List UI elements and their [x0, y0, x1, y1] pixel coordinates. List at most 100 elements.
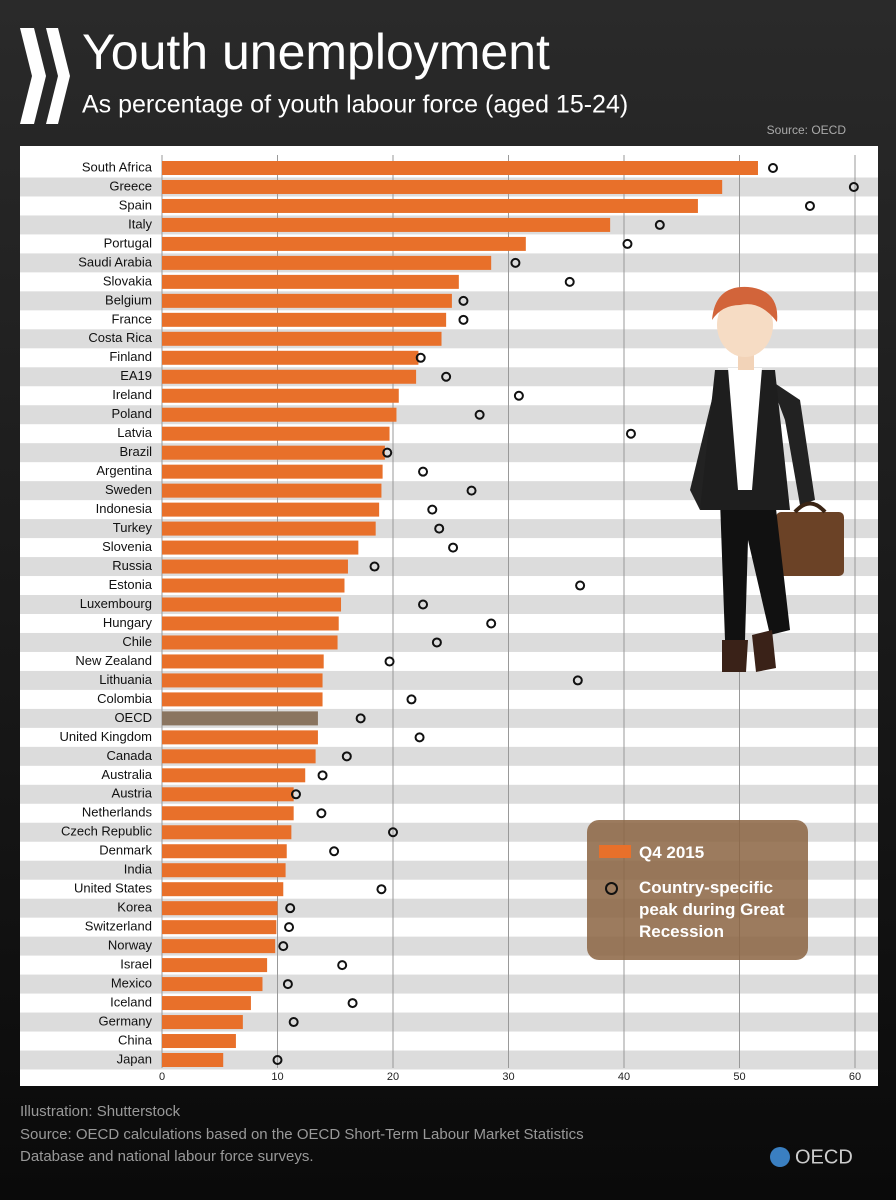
legend: Q4 2015 Country-specific peak during Gre…	[587, 820, 808, 960]
peak-marker	[414, 732, 425, 743]
x-tick-label: 0	[159, 1071, 165, 1083]
bar	[162, 502, 380, 517]
peak-marker	[458, 314, 469, 325]
legend-marker	[605, 882, 618, 895]
y-tick-label: Portugal	[104, 235, 153, 250]
peak-marker	[654, 219, 665, 230]
y-tick-label: Germany	[99, 1013, 153, 1028]
y-tick-label: Korea	[117, 900, 152, 915]
x-tick-label: 30	[502, 1071, 514, 1083]
bar	[162, 274, 459, 289]
legend-label: Country-specific peak during Great Reces…	[639, 878, 785, 941]
plot: 0 10 20 30 40 50 60 South Africa Greece Spain Ital…	[20, 155, 878, 1083]
peak-marker	[441, 371, 452, 382]
chart-title: Youth unemployment	[82, 24, 550, 80]
x-tick-label: 20	[387, 1071, 399, 1083]
peak-marker	[572, 675, 583, 686]
y-tick-label: Russia	[112, 558, 153, 573]
peak-marker	[434, 523, 445, 534]
bar	[162, 445, 385, 460]
bar	[162, 673, 323, 688]
x-tick-label: 40	[618, 1071, 630, 1083]
y-tick-label: Canada	[106, 748, 152, 763]
y-tick-label: Italy	[128, 216, 152, 231]
y-tick-label: Slovenia	[102, 539, 153, 554]
bar	[162, 787, 294, 802]
bar	[162, 464, 383, 479]
y-tick-label: Finland	[109, 349, 152, 364]
bar	[162, 730, 318, 745]
source: Source: OECD	[767, 123, 847, 137]
peak-marker	[767, 163, 778, 173]
peak-marker	[272, 1055, 283, 1065]
bar	[162, 198, 698, 213]
peak-marker	[448, 542, 459, 553]
peak-marker	[284, 922, 295, 933]
y-tick-label: Colombia	[97, 691, 153, 706]
y-tick-label: Slovakia	[103, 273, 153, 288]
y-tick-label: Sweden	[105, 482, 152, 497]
y-tick-label: Belgium	[105, 292, 152, 307]
peak-marker	[622, 238, 633, 249]
bar	[162, 920, 277, 935]
peak-marker	[575, 580, 586, 591]
y-tick-label: Greece	[109, 178, 152, 193]
y-tick-label: China	[118, 1032, 153, 1047]
bar	[162, 996, 251, 1011]
bar	[162, 939, 276, 954]
y-tick-label: Australia	[101, 767, 152, 782]
peak-marker	[474, 409, 485, 420]
y-tick-label: Norway	[108, 938, 153, 953]
bar	[162, 1034, 236, 1049]
y-tick-label: Japan	[117, 1051, 152, 1066]
bar	[162, 1053, 224, 1067]
legend-label: Q4 2015	[639, 843, 705, 862]
peak-marker	[625, 428, 636, 439]
bar	[162, 483, 382, 498]
peak-marker	[486, 618, 497, 629]
x-tick-label: 50	[733, 1071, 745, 1083]
bar	[162, 977, 263, 992]
bar	[162, 768, 306, 783]
peak-marker	[376, 884, 387, 895]
bar	[162, 559, 348, 574]
footer-line: Database and national labour force surve…	[20, 1148, 314, 1165]
peak-marker	[513, 390, 524, 401]
peak-marker	[337, 960, 348, 971]
bar	[162, 901, 278, 916]
y-tick-label: New Zealand	[75, 653, 152, 668]
footer-line: Source: OECD calculations based on the O…	[20, 1126, 584, 1143]
bar	[162, 350, 419, 365]
bar	[162, 806, 294, 821]
y-tick-label: Estonia	[109, 577, 153, 592]
y-tick-label: Lithuania	[99, 672, 153, 687]
y-tick-label: Switzerland	[85, 919, 152, 934]
logo-chevrons	[20, 28, 70, 124]
bar	[162, 331, 442, 346]
bar	[162, 217, 611, 232]
bar	[162, 236, 526, 251]
peak-marker	[329, 846, 340, 857]
peak-marker	[316, 808, 327, 819]
bar	[162, 597, 342, 612]
peak-marker	[341, 751, 352, 762]
y-tick-label: United States	[74, 881, 153, 896]
y-tick-label: Argentina	[96, 463, 152, 478]
bar	[162, 521, 376, 536]
peak-marker	[347, 998, 358, 1009]
peak-marker	[285, 903, 296, 914]
legend-swatch	[599, 845, 631, 858]
illustration	[690, 286, 844, 672]
bar	[162, 635, 338, 650]
y-tick-label: India	[124, 862, 153, 877]
peak-marker	[290, 789, 301, 800]
peak-marker	[355, 713, 366, 724]
bar	[162, 863, 286, 878]
peak-marker	[388, 827, 398, 838]
bar	[162, 654, 324, 669]
y-tick-label: Latvia	[117, 425, 152, 440]
peak-marker	[317, 770, 328, 781]
bar	[162, 293, 452, 308]
y-tick-label: Denmark	[99, 843, 152, 858]
